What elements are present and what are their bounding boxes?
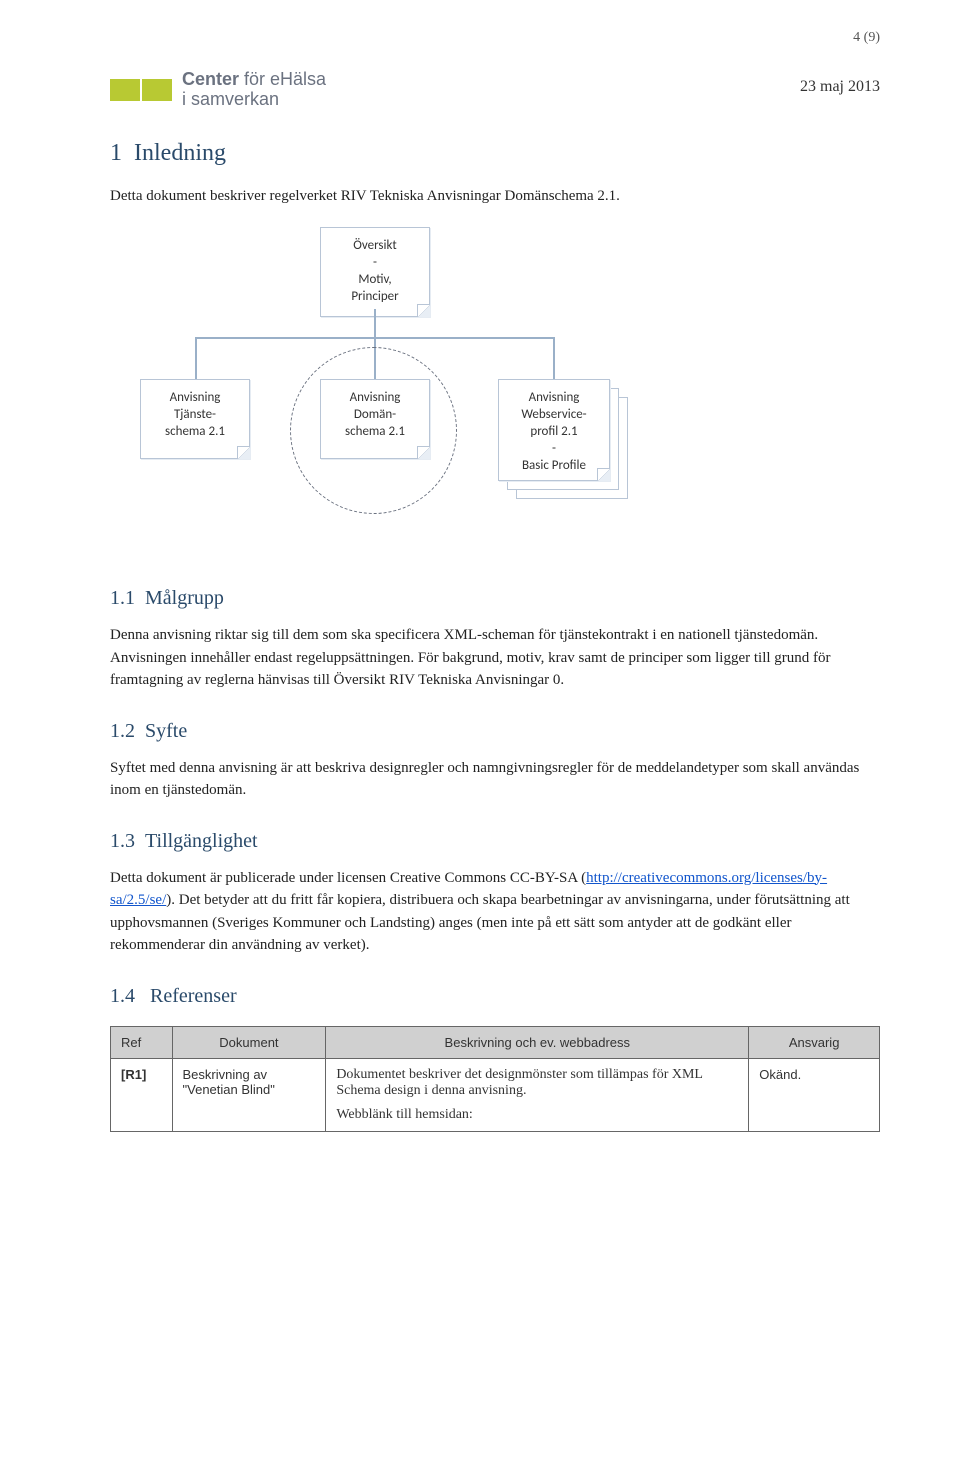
table-header-ref: Ref	[111, 1026, 173, 1058]
connector-v1	[195, 339, 197, 379]
diagram-node-oversikt: Översikt - Motiv, Principer	[320, 227, 430, 317]
section-12-heading: 1.2 Syfte	[110, 720, 880, 743]
diagram-top-l1: Översikt	[329, 238, 421, 255]
diagram-b3-l3: profil 2.1	[507, 424, 601, 441]
diagram-node-domanschema: Anvisning Domän- schema 2.1	[320, 379, 430, 459]
diagram-b3-l1: Anvisning	[507, 390, 601, 407]
diagram-b1-l1: Anvisning	[149, 390, 241, 407]
section-1-num: 1	[110, 140, 122, 166]
section-11-heading: 1.1 Målgrupp	[110, 587, 880, 610]
section-12-num: 1.2	[110, 720, 135, 742]
section-11-text: Denna anvisning riktar sig till dem som …	[110, 624, 880, 692]
section-13-heading: 1.3 Tillgänglighet	[110, 830, 880, 853]
diagram-b3-l2: Webservice-	[507, 407, 601, 424]
cell-beskrivning: Dokumentet beskriver det designmönster s…	[326, 1058, 749, 1131]
section-12-text: Syftet med denna anvisning är att beskri…	[110, 757, 880, 802]
diagram-b1-l3: schema 2.1	[149, 424, 241, 441]
logo-block: Center för eHälsa i samverkan	[110, 70, 326, 110]
diagram-top-l2: -	[329, 255, 421, 272]
section-13-num: 1.3	[110, 830, 135, 852]
cell-dokument: Beskrivning av "Venetian Blind"	[172, 1058, 326, 1131]
section-12-title: Syfte	[145, 720, 187, 742]
section-11-title: Målgrupp	[145, 587, 224, 609]
desc-l1: Dokumentet beskriver det designmönster s…	[336, 1067, 738, 1099]
document-date: 23 maj 2013	[800, 78, 880, 96]
diagram-b3-l5: Basic Profile	[507, 458, 601, 475]
page-number: 4 (9)	[853, 30, 880, 46]
section-1-heading: 1 Inledning	[110, 140, 880, 167]
diagram-b2-l1: Anvisning	[329, 390, 421, 407]
cell-ref: [R1]	[111, 1058, 173, 1131]
section-14-heading: 1.4 Referenser	[110, 985, 880, 1008]
doc-l1: Beskrivning av	[183, 1067, 316, 1082]
table-header-ansvarig: Ansvarig	[749, 1026, 880, 1058]
diagram-node-tjansteschema: Anvisning Tjänste- schema 2.1	[140, 379, 250, 459]
diagram-b3-l4: -	[507, 441, 601, 458]
logo-line1-rest: för eHälsa	[239, 69, 326, 89]
section-1-intro: Detta dokument beskriver regelverket RIV…	[110, 185, 880, 208]
cell-ansvarig: Okänd.	[749, 1058, 880, 1131]
document-header: Center för eHälsa i samverkan 23 maj 201…	[110, 70, 880, 110]
table-header-dokument: Dokument	[172, 1026, 326, 1058]
doc-l2: "Venetian Blind"	[183, 1082, 316, 1097]
diagram-top-l3: Motiv,	[329, 272, 421, 289]
diagram-node-webservice-stack: Anvisning Webservice- profil 2.1 - Basic…	[498, 379, 628, 499]
connector-v3	[553, 339, 555, 379]
diagram-b2-l2: Domän-	[329, 407, 421, 424]
logo-square	[110, 79, 140, 101]
logo-text: Center för eHälsa i samverkan	[182, 70, 326, 110]
diagram-b2-l3: schema 2.1	[329, 424, 421, 441]
logo-line1-bold: Center	[182, 69, 239, 89]
table-header-beskrivning: Beskrivning och ev. webbadress	[326, 1026, 749, 1058]
section-13-before-link: Detta dokument är publicerade under lice…	[110, 870, 586, 886]
overview-diagram: Översikt - Motiv, Principer Anvisning Tj…	[110, 227, 880, 557]
section-13-text: Detta dokument är publicerade under lice…	[110, 867, 880, 957]
section-11-num: 1.1	[110, 587, 135, 609]
section-1-title: Inledning	[134, 140, 226, 166]
logo-squares	[110, 79, 172, 101]
diagram-top-l4: Principer	[329, 289, 421, 306]
logo-square	[142, 79, 172, 101]
section-14-title: Referenser	[150, 985, 237, 1007]
connector-vert-top	[374, 309, 376, 337]
table-header-row: Ref Dokument Beskrivning och ev. webbadr…	[111, 1026, 880, 1058]
section-13-after-link: ). Det betyder att du fritt får kopiera,…	[110, 892, 850, 953]
table-row: [R1] Beskrivning av "Venetian Blind" Dok…	[111, 1058, 880, 1131]
references-table: Ref Dokument Beskrivning och ev. webbadr…	[110, 1026, 880, 1132]
section-14-num: 1.4	[110, 985, 135, 1007]
desc-l2: Webblänk till hemsidan:	[336, 1107, 738, 1123]
ref-id: [R1]	[121, 1067, 146, 1082]
diagram-node-webservice: Anvisning Webservice- profil 2.1 - Basic…	[498, 379, 610, 481]
section-13-title: Tillgänglighet	[145, 830, 258, 852]
diagram-b1-l2: Tjänste-	[149, 407, 241, 424]
logo-line2: i samverkan	[182, 90, 326, 110]
